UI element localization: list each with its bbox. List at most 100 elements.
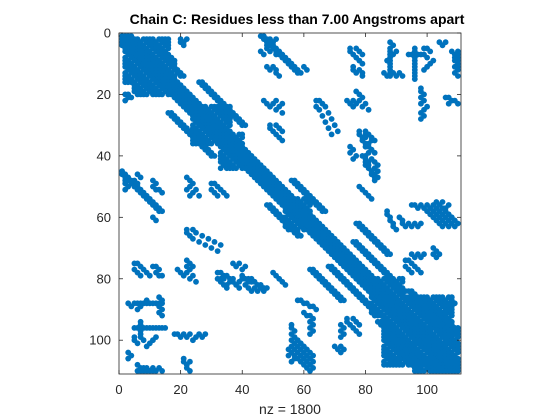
contact-point: [150, 365, 156, 371]
contact-point: [143, 300, 150, 307]
contact-point: [359, 51, 366, 58]
contact-point: [387, 272, 393, 279]
contact-point: [371, 177, 378, 184]
contact-point: [455, 57, 461, 64]
contact-point: [288, 358, 295, 365]
contact-point: [368, 196, 375, 202]
contact-point: [187, 358, 193, 365]
contact-point: [180, 39, 187, 46]
contact-point: [399, 278, 406, 285]
contact-point: [411, 340, 418, 347]
contact-point: [273, 36, 279, 42]
contact-point: [134, 340, 141, 347]
contact-point: [297, 70, 304, 76]
contact-point: [180, 73, 187, 79]
contact-point: [356, 321, 363, 328]
axes-frame: [118, 32, 462, 375]
contact-point: [387, 51, 393, 58]
contact-point: [319, 113, 326, 119]
contact-point: [137, 272, 144, 279]
contact-point: [387, 251, 393, 258]
contact-point: [347, 149, 353, 156]
contact-point: [328, 131, 335, 138]
contact-point: [402, 223, 409, 230]
contact-point: [418, 116, 424, 122]
contact-point: [439, 223, 446, 230]
contact-point: [150, 183, 156, 190]
contact-point: [421, 251, 427, 258]
contact-point: [279, 100, 286, 107]
contact-point: [418, 361, 424, 368]
contact-point: [196, 192, 203, 199]
contact-point: [165, 91, 172, 98]
x-tick-label: 60: [297, 382, 311, 397]
y-tick-label: 60: [97, 210, 111, 225]
contact-point: [408, 361, 415, 368]
contact-point: [442, 309, 449, 316]
contact-point: [328, 116, 335, 122]
contact-point: [270, 63, 276, 70]
contact-point: [125, 355, 132, 362]
contact-point: [227, 122, 233, 129]
contact-point: [239, 165, 246, 172]
contact-point: [448, 331, 455, 337]
contact-point: [187, 331, 193, 337]
contact-point: [424, 54, 430, 61]
contact-point: [214, 275, 221, 282]
contact-point: [427, 355, 434, 362]
contact-point: [387, 361, 393, 368]
contact-point: [451, 300, 458, 307]
contact-point: [310, 315, 316, 322]
contact-point: [307, 208, 313, 215]
contact-point: [146, 272, 153, 279]
contact-point: [356, 331, 363, 337]
contact-point: [310, 358, 316, 365]
contact-point: [264, 285, 270, 291]
contact-point: [202, 242, 209, 248]
contact-point: [159, 272, 166, 279]
contact-point: [140, 337, 147, 344]
y-tick-label: 80: [97, 271, 111, 286]
contact-point: [341, 297, 347, 304]
contact-point: [371, 137, 378, 144]
contact-point: [301, 226, 307, 233]
contact-point: [159, 297, 166, 304]
contact-point: [273, 51, 279, 58]
contact-point: [408, 334, 415, 340]
contact-point: [411, 76, 418, 82]
contact-point: [442, 39, 449, 46]
contact-point: [143, 368, 150, 374]
contact-point: [125, 94, 132, 101]
contact-point: [279, 128, 286, 135]
contact-point: [159, 208, 166, 215]
contact-point: [408, 269, 415, 276]
contact-point: [159, 312, 166, 319]
contact-point: [307, 331, 313, 337]
contact-point: [205, 235, 212, 242]
contact-point: [297, 232, 304, 239]
contact-point: [242, 263, 249, 270]
contact-point: [134, 180, 141, 187]
y-tick-label: 0: [104, 26, 111, 41]
contact-point: [427, 48, 434, 55]
contact-point: [418, 100, 424, 107]
contact-point: [325, 125, 332, 132]
contact-point: [455, 100, 461, 107]
contact-point: [359, 73, 366, 79]
contact-point: [439, 368, 446, 374]
contact-point: [267, 48, 273, 55]
contact-point: [451, 63, 458, 70]
x-tick-label: 20: [173, 382, 187, 397]
contact-point: [153, 334, 159, 340]
contact-point: [455, 73, 461, 79]
x-axis-label: nz = 1800: [259, 401, 321, 417]
chart-title: Chain C: Residues less than 7.00 Angstro…: [130, 11, 465, 27]
contact-point: [359, 60, 366, 67]
contact-point: [455, 368, 461, 374]
contact-point: [341, 346, 347, 353]
contact-point: [239, 140, 246, 147]
contact-point: [193, 229, 199, 236]
contact-point: [236, 285, 243, 291]
contact-point: [387, 57, 393, 64]
contact-point: [331, 122, 338, 129]
